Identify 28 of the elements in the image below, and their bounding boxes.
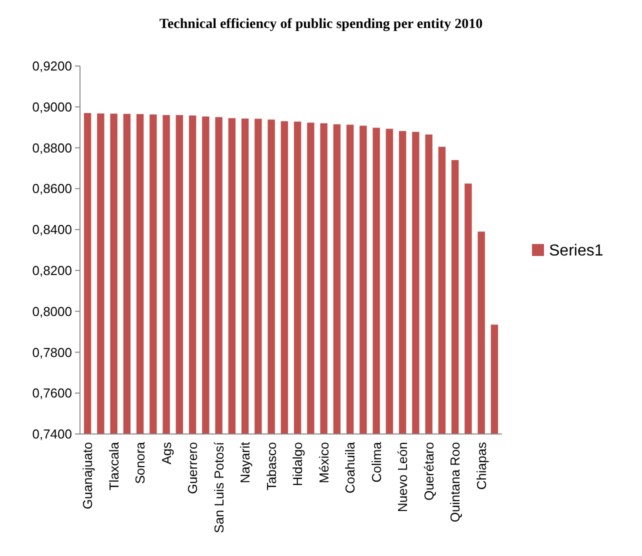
y-tick-label: 0,8400	[32, 222, 72, 238]
y-tick-label: 0,8800	[32, 140, 72, 156]
y-tick-label: 0,7400	[32, 426, 72, 442]
legend-label: Series1	[549, 242, 604, 260]
y-tick-label: 0,8600	[32, 181, 72, 196]
chart-title: Technical efficiency of public spending per entity 2010	[159, 17, 483, 32]
x-tick-label: Chiapas	[474, 442, 489, 490]
x-tick-label: Tabasco	[264, 442, 279, 490]
y-tick-label: 0,7800	[32, 344, 72, 360]
y-tick-label: 0,7600	[32, 386, 72, 401]
x-tick-label: Coahuila	[342, 441, 358, 494]
x-tick-label: Guanajuato	[80, 442, 96, 510]
x-tick-label: Guerrero	[185, 442, 200, 494]
x-tick-label: México	[316, 442, 332, 484]
x-tick-label: Ags	[158, 442, 174, 464]
y-tick-label: 0,8200	[32, 262, 72, 278]
x-tick-label: San Luis Potosí	[211, 442, 226, 534]
x-tick-label: Nayarit	[238, 442, 253, 484]
x-tick-label: Querétaro	[421, 442, 436, 501]
x-tick-label: Nuevo León	[395, 442, 410, 512]
y-tick-label: 0,8000	[32, 304, 72, 319]
x-tick-label: Sonora	[132, 441, 148, 484]
x-tick-label: Colima	[368, 441, 384, 482]
y-tick-label: 0,9200	[32, 58, 72, 74]
x-tick-label: Hidalgo	[290, 442, 306, 486]
y-tick-label: 0,9000	[32, 99, 72, 114]
x-tick-label: Quintana Roo	[448, 442, 463, 522]
x-tick-label: Tlaxcala	[106, 441, 122, 490]
